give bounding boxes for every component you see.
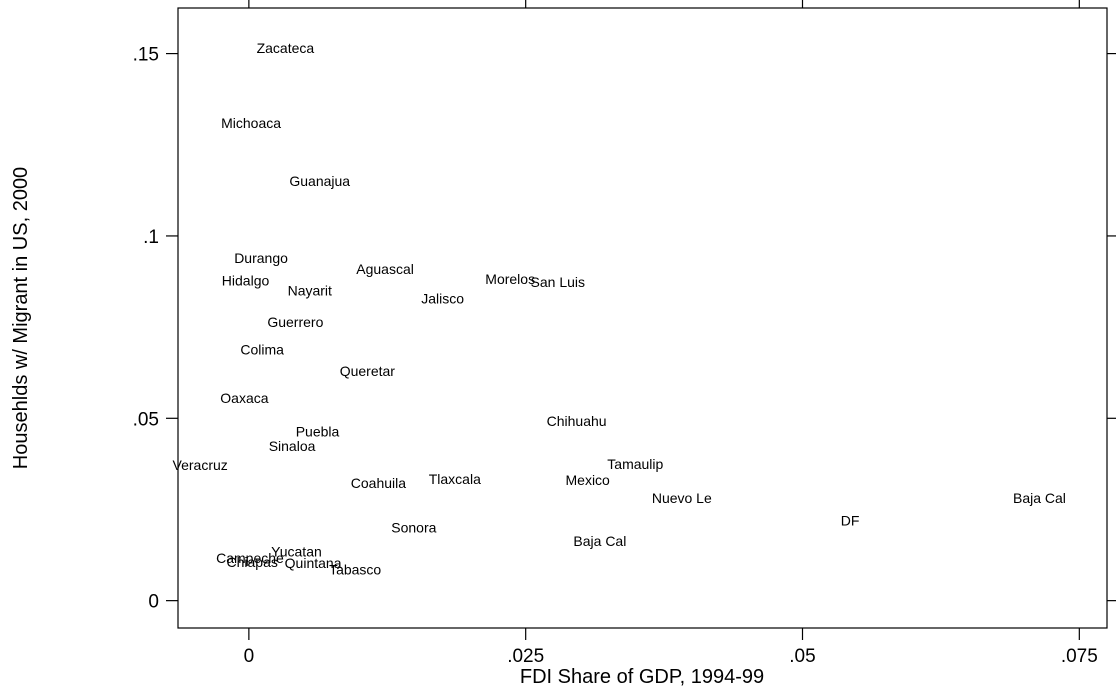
x-tick-label: .05 [789, 646, 815, 667]
point-label: Durango [234, 250, 288, 266]
point-label: Chiapas [226, 554, 277, 570]
point-label: Guerrero [267, 314, 323, 330]
point-label: Mexico [566, 472, 611, 488]
point-label: Quintana [285, 555, 342, 571]
data-points: Zacateca Michoaca Guanajua Durango Hidalgo Na… [173, 40, 1066, 578]
point-label: Sinaloa [269, 438, 316, 454]
point-label: Guanajua [289, 173, 350, 189]
point-label: Jalisco [421, 291, 464, 307]
point-label: Aguascal [356, 261, 414, 277]
point-label: Zacateca [257, 40, 315, 56]
point-label: Michoaca [221, 115, 281, 131]
axis-tick-labels: 0 .025 .05 .075 0 .05 .1 .15 [133, 45, 1098, 667]
point-label: Queretar [340, 363, 396, 379]
point-label: Sonora [391, 520, 436, 536]
point-label: DF [841, 512, 860, 528]
point-label: Morelos [485, 271, 535, 287]
point-label: Yucatan [271, 543, 322, 559]
y-tick-label: 0 [148, 592, 159, 613]
point-label: Veracruz [173, 457, 228, 473]
x-axis-title: FDI Share of GDP, 1994-99 [520, 666, 764, 688]
y-tick-label: .15 [133, 45, 159, 66]
point-label: Puebla [296, 423, 340, 439]
point-label: Nuevo Le [652, 490, 712, 506]
point-label: Tabasco [329, 562, 381, 578]
point-label: Tamaulip [607, 456, 663, 472]
point-label: Coahuila [351, 475, 406, 491]
axis-ticks [166, 0, 1116, 640]
point-label: Nayarit [288, 282, 332, 298]
point-label: San Luis [531, 274, 585, 290]
point-label: Chihuahu [547, 413, 607, 429]
y-tick-label: .1 [143, 227, 159, 248]
point-label: Baja Cal [573, 533, 626, 549]
x-tick-label: .075 [1061, 646, 1098, 667]
point-label: Colima [240, 342, 284, 358]
x-tick-label: 0 [244, 646, 255, 667]
point-label: Campeche [216, 550, 284, 566]
plot-frame [177, 7, 1108, 629]
point-label: Tlaxcala [429, 471, 481, 487]
x-tick-label: .025 [507, 646, 544, 667]
y-axis-title: Househlds w/ Migrant in US, 2000 [10, 167, 32, 469]
point-label: Baja Cal [1013, 490, 1066, 506]
point-label: Oaxaca [220, 390, 268, 406]
point-label: Hidalgo [222, 272, 270, 288]
y-tick-label: .05 [133, 409, 159, 430]
